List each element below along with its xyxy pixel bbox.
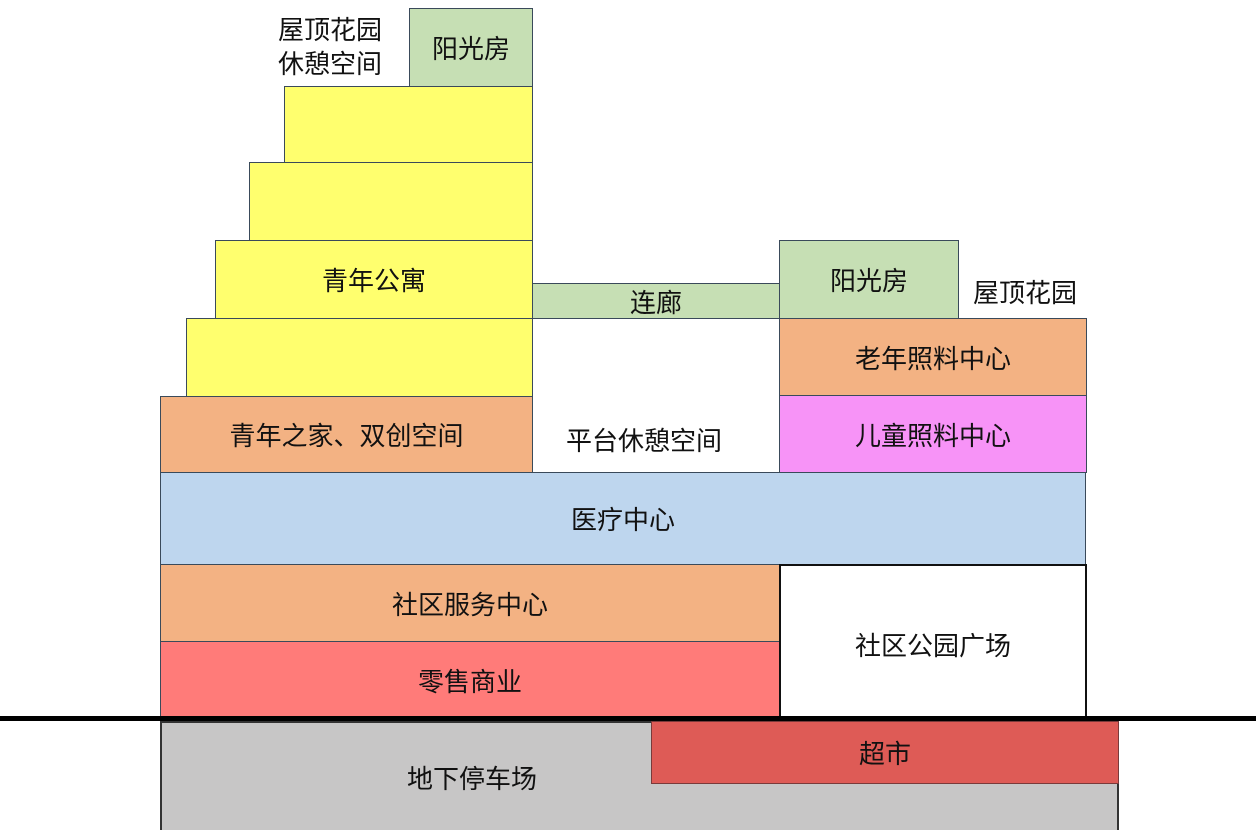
corridor-label: 连廊 [629,288,682,319]
medical-center-label: 医疗中心 [570,506,675,536]
apartment-floor-1 [186,318,533,397]
elderly-care-label: 老年照料中心 [854,344,1011,375]
child-care-label: 儿童照料中心 [854,421,1011,452]
youth-apartment-label: 青年公寓 [321,267,426,297]
corridor-block: 连廊 [532,283,780,319]
youth-home-block: 青年之家、双创空间 [160,396,533,473]
roof-garden-rest-line1: 屋顶花园 [278,16,383,46]
retail-block: 零售商业 [160,641,780,719]
ground-line [0,716,1256,721]
elderly-care-block: 老年照料中心 [779,318,1087,396]
community-service-label: 社区服务中心 [391,590,548,621]
sunroom-left-label: 阳光房 [431,35,510,65]
community-service-block: 社区服务中心 [160,564,780,642]
apartment-floor-4 [284,86,533,163]
youth-home-label: 青年之家、双创空间 [229,422,464,452]
supermarket-label: 超市 [858,740,911,770]
roof-garden-right-label: 屋顶花园 [973,279,1078,309]
community-park-label: 社区公园广场 [854,632,1011,662]
community-park-block: 社区公园广场 [779,564,1087,719]
underground-parking-label: 地下停车场 [407,764,538,795]
supermarket-block: 超市 [651,721,1119,784]
roof-garden-rest-label: 屋顶花园 休憩空间 [278,14,382,82]
apartment-floor-3 [249,162,533,241]
child-care-block: 儿童照料中心 [779,395,1087,473]
sunroom-left-block: 阳光房 [409,8,533,87]
medical-center-block: 医疗中心 [160,472,1086,565]
retail-label: 零售商业 [417,667,522,698]
roof-garden-rest-line2: 休憩空间 [278,50,383,80]
sunroom-right-label: 阳光房 [829,267,908,297]
sunroom-right-block: 阳光房 [779,240,959,319]
platform-rest-label: 平台休憩空间 [566,427,723,457]
apartment-floor-2: 青年公寓 [215,240,533,319]
